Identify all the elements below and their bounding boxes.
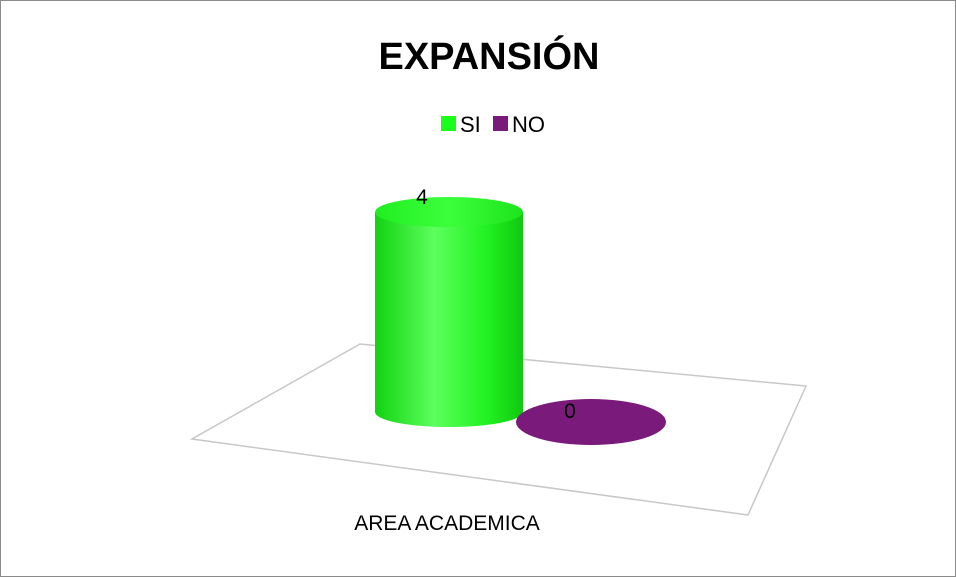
legend-swatch-no	[493, 116, 508, 131]
bar-si-body	[375, 212, 523, 427]
bar-no-disc	[516, 399, 666, 445]
chart-title: EXPANSIÓN	[378, 34, 599, 78]
legend-swatch-si	[441, 116, 456, 131]
bars-group	[375, 197, 666, 445]
bar-no	[516, 399, 666, 445]
chart-floor	[189, 343, 808, 516]
bar-si	[375, 197, 523, 427]
legend-label-no: NO	[512, 112, 545, 137]
legend: SI NO	[441, 112, 545, 137]
category-label: AREA ACADEMICA	[354, 512, 540, 535]
bar-si-top	[375, 197, 523, 227]
legend-label-si: SI	[460, 112, 481, 137]
data-label-no: 0	[564, 400, 576, 423]
data-label-si: 4	[416, 186, 428, 209]
